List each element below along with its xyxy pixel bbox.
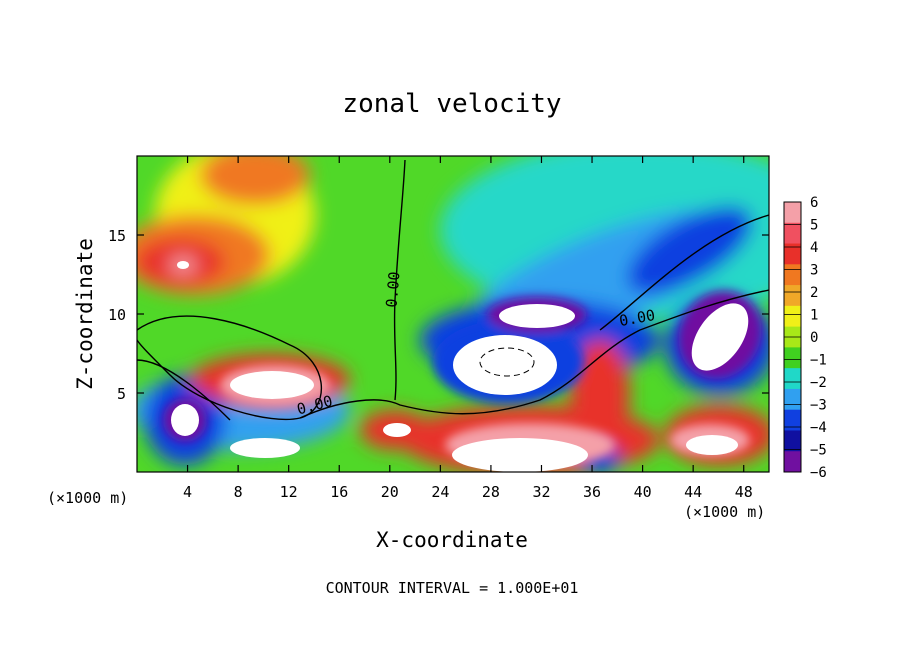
colorbar-tick-label: 4: [810, 240, 818, 256]
chart-title: zonal velocity: [342, 89, 561, 119]
colorbar-swatch: [784, 305, 801, 328]
colorbar-swatch: [784, 243, 801, 265]
x-axis: 4 8 12 16 20 24 28 32 36 40 44 48: [183, 156, 753, 501]
colorbar: 6 5 4 3 2 1 0 −1 −2 −3 −4 −5 −6: [783, 195, 827, 481]
x-tick-label: 28: [482, 483, 500, 501]
contour-label: 0.00: [382, 271, 403, 309]
colorbar-tick-label: −2: [810, 375, 827, 391]
colorbar-swatch: [784, 285, 801, 307]
contour-labels: 0.00 0.00 0.00: [295, 271, 657, 419]
x-unit-label: (×1000 m): [47, 489, 128, 507]
x-tick-label: 32: [532, 483, 550, 501]
y-tick-label: 15: [108, 227, 126, 245]
colorbar-tick-label: 6: [810, 195, 818, 211]
colorbar-tick-label: −4: [810, 420, 827, 436]
colorbar-tick-label: 0: [810, 330, 818, 346]
x-tick-label: 48: [735, 483, 753, 501]
x-axis-label: X-coordinate: [376, 528, 528, 552]
y-tick-label: 5: [117, 385, 126, 403]
colorbar-swatch: [784, 264, 801, 286]
colorbar-swatch: [784, 202, 801, 224]
colorbar-tick-label: 2: [810, 285, 818, 301]
z-unit-label: (×1000 m): [684, 503, 765, 521]
colorbar-tick-label: 5: [810, 218, 818, 234]
x-tick-label: 16: [330, 483, 348, 501]
x-tick-label: 4: [183, 483, 192, 501]
colorbar-tick-label: −5: [810, 443, 827, 459]
colorbar-swatch: [784, 222, 801, 245]
contour-interval-footer: CONTOUR INTERVAL = 1.000E+01: [326, 579, 579, 597]
x-tick-label: 44: [684, 483, 702, 501]
colorbar-swatch: [784, 409, 801, 431]
y-axis: 5 10 15: [108, 227, 769, 403]
colorbar-swatch: [784, 347, 801, 369]
colorbar-swatch: [784, 451, 801, 473]
contour-label: 0.00: [618, 306, 657, 330]
colorbar-tick-label: 1: [810, 308, 818, 324]
colorbar-swatch: [784, 430, 801, 452]
y-axis-label: Z-coordinate: [73, 238, 97, 390]
x-tick-label: 36: [583, 483, 601, 501]
x-tick-label: 24: [431, 483, 449, 501]
colorbar-tick-label: −6: [810, 465, 827, 481]
x-tick-label: 40: [634, 483, 652, 501]
x-tick-label: 8: [234, 483, 243, 501]
plot-area: [137, 156, 769, 472]
colorbar-tick-label: 3: [810, 263, 818, 279]
colorbar-tick-label: −3: [810, 398, 827, 414]
colorbar-tick-label: −1: [810, 353, 827, 369]
x-tick-label: 20: [381, 483, 399, 501]
colorbar-swatch: [784, 388, 801, 411]
y-tick-label: 10: [108, 306, 126, 324]
x-tick-label: 12: [280, 483, 298, 501]
colorbar-swatch: [784, 368, 801, 390]
